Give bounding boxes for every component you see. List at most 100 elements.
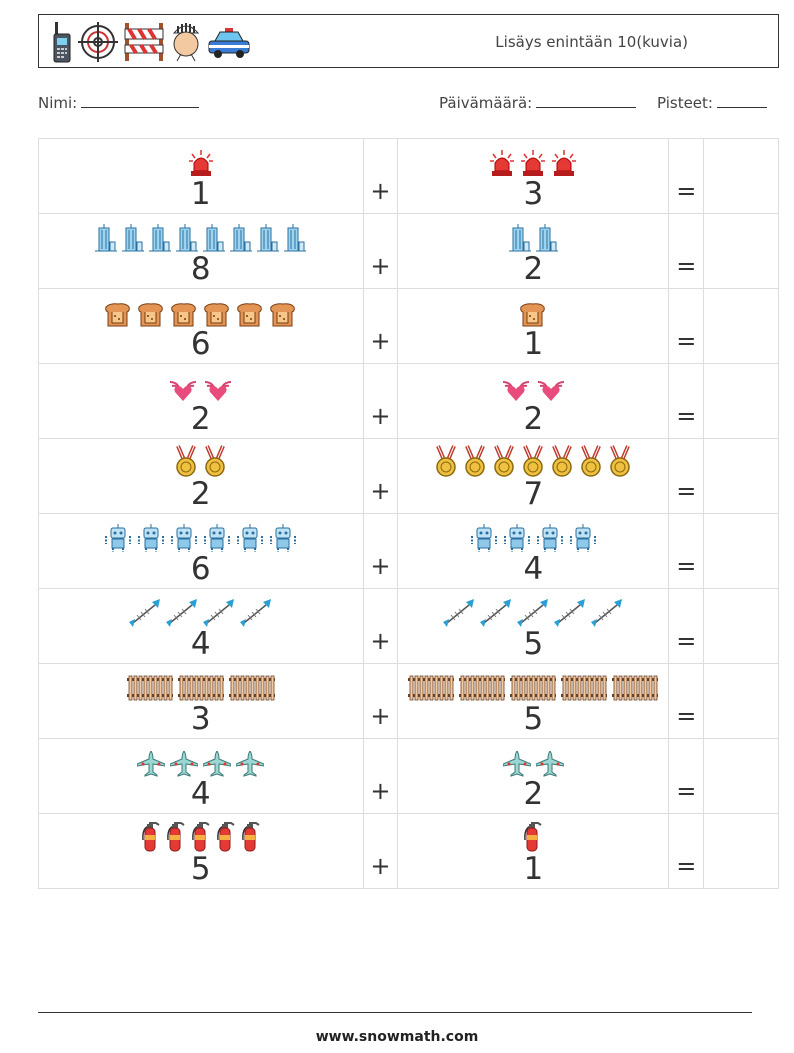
picture-group bbox=[39, 289, 363, 327]
operator-cell: + bbox=[362, 738, 399, 814]
name-blank[interactable] bbox=[81, 94, 200, 108]
picture-group bbox=[39, 364, 363, 402]
answer-cell[interactable] bbox=[703, 138, 779, 214]
problem-row: 8 +2 = bbox=[38, 213, 779, 289]
siren-icon bbox=[520, 149, 546, 177]
first-addend-cell: 1 bbox=[38, 138, 364, 214]
first-addend-cell: 4 bbox=[38, 738, 364, 814]
picture-group bbox=[39, 214, 363, 252]
robot-icon bbox=[503, 524, 531, 552]
first-addend-cell: 2 bbox=[38, 363, 364, 439]
winged-heart-icon bbox=[203, 380, 233, 402]
siren-icon bbox=[188, 149, 214, 177]
fire-extinguisher-icon bbox=[216, 820, 236, 852]
toast-icon bbox=[519, 303, 547, 327]
equals-sign: = bbox=[676, 852, 697, 880]
first-addend-cell: 2 bbox=[38, 438, 364, 514]
plus-sign: + bbox=[370, 252, 391, 280]
medal-icon bbox=[463, 445, 487, 477]
score-blank[interactable] bbox=[716, 94, 767, 108]
answer-cell[interactable] bbox=[703, 288, 779, 364]
answer-cell[interactable] bbox=[703, 438, 779, 514]
airplane-icon bbox=[236, 751, 265, 777]
fence-icon bbox=[561, 674, 608, 702]
operator-cell: + bbox=[362, 438, 399, 514]
robot-icon bbox=[536, 524, 564, 552]
problem-row: 5 +1 = bbox=[38, 813, 779, 889]
problem-row: 6 +4 = bbox=[38, 513, 779, 589]
plus-sign: + bbox=[370, 627, 391, 655]
addend-number: 4 bbox=[523, 551, 544, 587]
picture-group bbox=[39, 814, 363, 852]
date-blank[interactable] bbox=[536, 94, 637, 108]
skyscraper-icon bbox=[122, 224, 145, 252]
addend-number: 1 bbox=[523, 851, 544, 887]
problem-row: 3 +5 = bbox=[38, 663, 779, 739]
second-addend-cell: 2 bbox=[397, 738, 670, 814]
skyscraper-icon bbox=[95, 224, 118, 252]
operator-cell: + bbox=[362, 363, 399, 439]
problem-row: 4 +2 = bbox=[38, 738, 779, 814]
picture-group bbox=[398, 664, 668, 702]
winged-heart-icon bbox=[536, 380, 566, 402]
skyscraper-icon bbox=[176, 224, 199, 252]
siren-icon bbox=[489, 149, 515, 177]
equals-sign: = bbox=[676, 702, 697, 730]
crosshair-icon bbox=[78, 22, 118, 62]
addend-number: 2 bbox=[190, 476, 211, 512]
winged-heart-icon bbox=[501, 380, 531, 402]
picture-group bbox=[398, 514, 668, 552]
equals-cell: = bbox=[668, 438, 705, 514]
equals-cell: = bbox=[668, 138, 705, 214]
robot-icon bbox=[203, 524, 231, 552]
answer-cell[interactable] bbox=[703, 513, 779, 589]
picture-group bbox=[39, 589, 363, 627]
skyscraper-icon bbox=[230, 224, 253, 252]
score-label: Pisteet: bbox=[657, 94, 713, 112]
header-icons bbox=[51, 20, 251, 64]
second-addend-cell: 2 bbox=[397, 363, 670, 439]
medal-icon bbox=[608, 445, 632, 477]
addend-number: 2 bbox=[523, 251, 544, 287]
fire-extinguisher-icon bbox=[523, 820, 543, 852]
name-label: Nimi: bbox=[38, 94, 78, 112]
answer-cell[interactable] bbox=[703, 213, 779, 289]
answer-cell[interactable] bbox=[703, 663, 779, 739]
robot-icon bbox=[470, 524, 498, 552]
picture-group bbox=[39, 439, 363, 477]
student-info-row: Nimi: Päivämäärä: Pisteet: bbox=[38, 94, 779, 116]
fishbone-icon bbox=[240, 599, 272, 627]
equals-cell: = bbox=[668, 738, 705, 814]
date-label: Päivämäärä: bbox=[439, 94, 533, 112]
first-addend-cell: 6 bbox=[38, 288, 364, 364]
walkie-talkie-icon bbox=[53, 22, 71, 63]
picture-group bbox=[398, 589, 668, 627]
picture-group bbox=[39, 664, 363, 702]
fence-icon bbox=[612, 674, 659, 702]
airplane-icon bbox=[502, 751, 531, 777]
skyscraper-icon bbox=[149, 224, 172, 252]
fishbone-icon bbox=[129, 599, 161, 627]
plus-sign: + bbox=[370, 177, 391, 205]
fishbone-icon bbox=[443, 599, 475, 627]
addend-number: 3 bbox=[523, 176, 544, 212]
answer-cell[interactable] bbox=[703, 738, 779, 814]
equals-cell: = bbox=[668, 663, 705, 739]
addend-number: 2 bbox=[523, 776, 544, 812]
answer-cell[interactable] bbox=[703, 813, 779, 889]
medal-icon bbox=[579, 445, 603, 477]
picture-group bbox=[398, 214, 668, 252]
answer-cell[interactable] bbox=[703, 588, 779, 664]
fence-icon bbox=[408, 674, 455, 702]
addend-number: 1 bbox=[523, 326, 544, 362]
fence-icon bbox=[177, 674, 224, 702]
first-addend-cell: 5 bbox=[38, 813, 364, 889]
plus-sign: + bbox=[370, 777, 391, 805]
picture-group bbox=[398, 139, 668, 177]
second-addend-cell: 5 bbox=[397, 588, 670, 664]
skyscraper-icon bbox=[508, 224, 531, 252]
equals-cell: = bbox=[668, 288, 705, 364]
equals-sign: = bbox=[676, 252, 697, 280]
equals-sign: = bbox=[676, 402, 697, 430]
answer-cell[interactable] bbox=[703, 363, 779, 439]
